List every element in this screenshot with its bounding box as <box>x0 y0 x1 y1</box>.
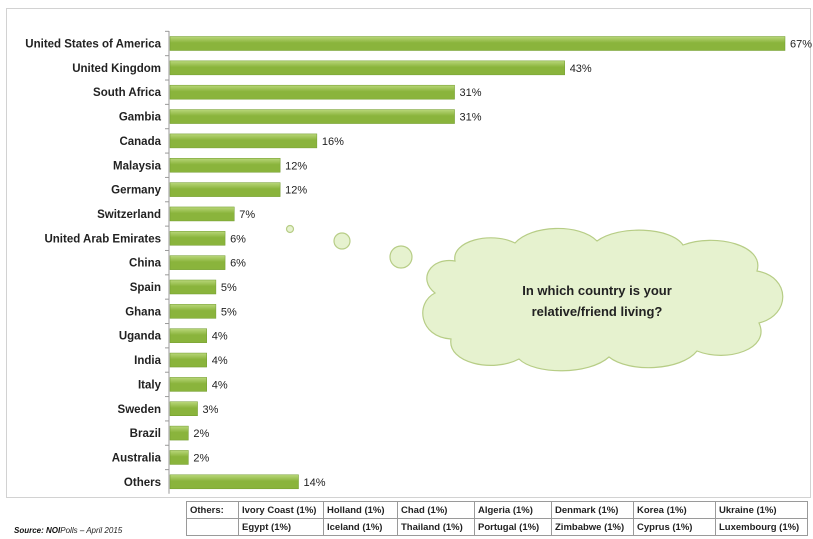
others-cell: Chad (1%) <box>397 501 475 519</box>
y-axis: United States of America United Kingdom So… <box>25 30 170 494</box>
bar <box>169 36 786 51</box>
others-cell: Portugal (1%) <box>474 518 552 536</box>
others-header: Others: <box>186 501 239 519</box>
bar-chart: United States of America United Kingdom So… <box>25 30 812 494</box>
category-label: Spain <box>130 282 161 294</box>
value-label: 12% <box>285 185 307 197</box>
others-cell: Holland (1%) <box>323 501 398 519</box>
bar <box>169 279 217 295</box>
bar <box>169 328 207 343</box>
others-row-1: Others: Ivory Coast (1%) Holland (1%) Ch… <box>186 501 808 519</box>
thought-bubble: In which country is your relative/friend… <box>285 224 784 372</box>
bar <box>169 255 226 270</box>
value-label: 6% <box>230 233 246 245</box>
bubble-dot-large <box>389 245 413 269</box>
cloud-shape <box>422 227 784 372</box>
category-label: South Africa <box>93 87 162 99</box>
bar <box>169 158 281 173</box>
value-label: 43% <box>570 63 592 75</box>
value-label: 16% <box>322 136 344 148</box>
value-label: 4% <box>212 355 228 367</box>
category-label: Malaysia <box>113 160 162 172</box>
category-label: China <box>129 258 162 270</box>
cloud-text-line1: In which country is your <box>522 283 672 298</box>
source-org: NOI <box>46 526 61 535</box>
source-label: Source: <box>14 526 44 535</box>
bubble-dot-medium <box>333 232 351 250</box>
value-label: 5% <box>221 306 237 318</box>
source-note: Source: NOIPolls – April 2015 <box>14 526 122 535</box>
value-label: 31% <box>460 112 482 124</box>
value-label: 2% <box>193 428 209 440</box>
others-cell: Cyprus (1%) <box>633 518 716 536</box>
others-cell: Thailand (1%) <box>397 518 475 536</box>
value-label: 3% <box>203 404 219 416</box>
cloud-text-line2: relative/friend living? <box>532 304 663 319</box>
bar <box>169 231 226 246</box>
bar <box>169 474 299 490</box>
category-label: Brazil <box>130 428 161 440</box>
value-label: 12% <box>285 160 307 172</box>
bar <box>169 60 565 76</box>
value-label: 4% <box>212 331 228 343</box>
others-row-2: Egypt (1%) Iceland (1%) Thailand (1%) Po… <box>186 518 808 536</box>
category-label: Sweden <box>118 404 161 416</box>
category-label: Gambia <box>119 112 162 124</box>
bar <box>169 109 455 124</box>
category-label: Australia <box>112 452 162 464</box>
value-label: 67% <box>790 39 812 51</box>
value-label: 5% <box>221 282 237 294</box>
others-cell: Egypt (1%) <box>238 518 324 536</box>
category-label: Germany <box>111 185 161 197</box>
bar <box>169 425 189 441</box>
others-cell: Zimbabwe (1%) <box>551 518 634 536</box>
value-label: 31% <box>460 87 482 99</box>
others-table: Others: Ivory Coast (1%) Holland (1%) Ch… <box>186 501 808 536</box>
bar <box>169 206 235 222</box>
source-text: Polls – April 2015 <box>60 526 123 535</box>
bar <box>169 450 189 465</box>
category-label: United States of America <box>25 39 161 51</box>
category-label: Uganda <box>119 331 162 343</box>
value-label: 2% <box>193 452 209 464</box>
bar <box>169 84 455 100</box>
bar <box>169 304 217 319</box>
chart-frame: United States of America United Kingdom So… <box>6 8 812 498</box>
others-cell: Algeria (1%) <box>474 501 552 519</box>
category-label: Italy <box>138 379 162 391</box>
category-label: United Arab Emirates <box>44 233 161 245</box>
others-cell: Ukraine (1%) <box>715 501 808 519</box>
bar <box>169 182 281 197</box>
value-label: 6% <box>230 258 246 270</box>
others-cell: Korea (1%) <box>633 501 716 519</box>
value-label: 4% <box>212 379 228 391</box>
others-header-empty <box>186 518 239 536</box>
category-label: India <box>134 355 161 367</box>
category-label: Ghana <box>125 306 161 318</box>
value-label: 7% <box>239 209 255 221</box>
value-label: 14% <box>304 477 326 489</box>
category-label: United Kingdom <box>72 63 161 75</box>
category-label: Switzerland <box>97 209 161 221</box>
bars: 67% 43% 31% 31% 16% 12% 12% 7% 6% 6% 5% 5% 4% 4% 4% 3% 2… <box>169 36 812 490</box>
category-label: Others <box>124 477 161 489</box>
bar <box>169 401 198 416</box>
category-label: Canada <box>119 136 161 148</box>
bubble-dot-small <box>285 224 295 234</box>
bar <box>169 352 207 368</box>
others-cell: Iceland (1%) <box>323 518 398 536</box>
bar <box>169 377 207 392</box>
others-cell: Ivory Coast (1%) <box>238 501 324 519</box>
others-cell: Denmark (1%) <box>551 501 634 519</box>
others-cell: Luxembourg (1%) <box>715 518 808 536</box>
bar <box>169 133 318 149</box>
